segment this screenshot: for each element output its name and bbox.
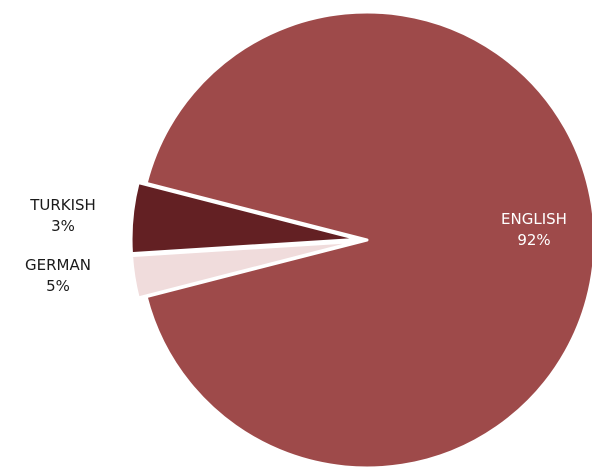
pie-slice-english [144, 10, 592, 467]
slice-label-turkish: TURKISH [29, 196, 96, 214]
slice-label-german: GERMAN [25, 256, 91, 274]
pie-labels: ENGLISH 92% GERMAN 5% TURKISH 3% [25, 196, 567, 295]
slice-value-german: 5% [46, 277, 70, 295]
pie-slice-turkish [130, 239, 361, 300]
pie-slice-german [129, 181, 361, 256]
slice-value-turkish: 3% [51, 217, 75, 235]
slice-label-english: ENGLISH [501, 210, 567, 228]
slice-value-english: 92% [517, 231, 550, 249]
pie-slices [129, 10, 592, 467]
